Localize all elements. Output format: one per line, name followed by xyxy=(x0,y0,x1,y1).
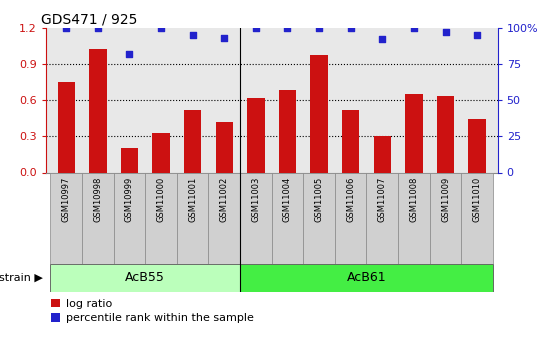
Point xyxy=(346,25,355,30)
Bar xyxy=(145,172,177,264)
Bar xyxy=(51,264,240,292)
Text: GSM11000: GSM11000 xyxy=(157,177,166,222)
Bar xyxy=(82,172,114,264)
Bar xyxy=(240,264,493,292)
Bar xyxy=(247,98,265,172)
Point xyxy=(94,25,102,30)
Bar xyxy=(373,136,391,172)
Bar xyxy=(469,119,486,172)
Text: GSM11004: GSM11004 xyxy=(283,177,292,222)
Text: GDS471 / 925: GDS471 / 925 xyxy=(41,12,138,27)
Bar xyxy=(310,55,328,172)
Text: AcB61: AcB61 xyxy=(346,271,386,284)
Text: GSM11010: GSM11010 xyxy=(472,177,482,222)
Point xyxy=(220,35,229,40)
Text: GSM11001: GSM11001 xyxy=(188,177,197,222)
Bar xyxy=(366,172,398,264)
Text: GSM10999: GSM10999 xyxy=(125,177,134,222)
Point xyxy=(157,25,165,30)
Point xyxy=(315,25,323,30)
Point xyxy=(283,25,292,30)
Bar xyxy=(240,172,272,264)
Point xyxy=(378,37,387,42)
Bar xyxy=(216,122,233,172)
Bar xyxy=(303,172,335,264)
Legend: log ratio, percentile rank within the sample: log ratio, percentile rank within the sa… xyxy=(51,299,253,324)
Bar xyxy=(461,172,493,264)
Bar xyxy=(430,172,461,264)
Bar xyxy=(58,82,75,172)
Bar xyxy=(51,172,82,264)
Bar xyxy=(405,94,422,172)
Point xyxy=(188,32,197,38)
Bar xyxy=(89,49,107,172)
Bar xyxy=(398,172,430,264)
Point xyxy=(473,32,482,38)
Text: strain ▶: strain ▶ xyxy=(0,273,43,283)
Bar xyxy=(184,110,201,172)
Bar xyxy=(335,172,366,264)
Point xyxy=(252,25,260,30)
Text: GSM11008: GSM11008 xyxy=(409,177,419,223)
Text: GSM11007: GSM11007 xyxy=(378,177,387,223)
Bar xyxy=(121,148,138,172)
Bar xyxy=(152,132,170,172)
Text: GSM10997: GSM10997 xyxy=(62,177,71,223)
Bar xyxy=(272,172,303,264)
Text: GSM11009: GSM11009 xyxy=(441,177,450,222)
Bar xyxy=(209,172,240,264)
Text: GSM11002: GSM11002 xyxy=(220,177,229,222)
Bar xyxy=(342,110,359,172)
Point xyxy=(62,25,70,30)
Bar xyxy=(114,172,145,264)
Point xyxy=(441,29,450,35)
Text: GSM11003: GSM11003 xyxy=(251,177,260,223)
Bar xyxy=(437,96,454,172)
Text: GSM11005: GSM11005 xyxy=(315,177,323,222)
Text: AcB55: AcB55 xyxy=(125,271,165,284)
Text: GSM10998: GSM10998 xyxy=(94,177,102,223)
Bar xyxy=(177,172,209,264)
Point xyxy=(409,25,418,30)
Text: GSM11006: GSM11006 xyxy=(346,177,355,223)
Bar xyxy=(279,90,296,172)
Point xyxy=(125,51,134,57)
